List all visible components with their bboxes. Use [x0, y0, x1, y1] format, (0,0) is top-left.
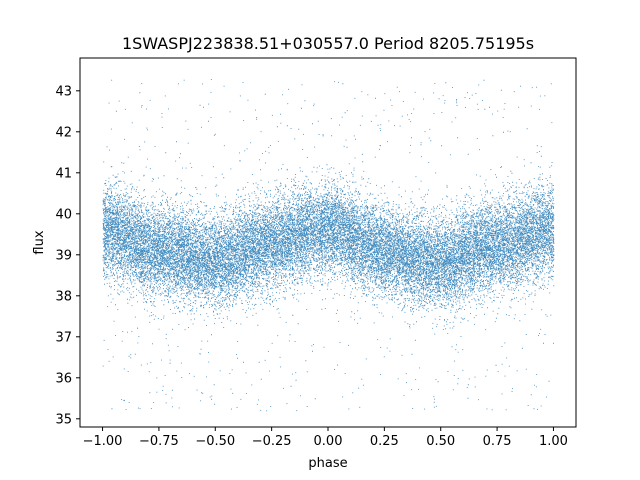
- x-axis-label: phase: [308, 456, 347, 471]
- y-axis: 35 36 37 38 39 40 41 42 43: [55, 84, 80, 427]
- x-tick-label: −1.00: [83, 434, 123, 449]
- y-tick-label: 39: [55, 248, 72, 263]
- x-tick-label: 0.25: [370, 434, 399, 449]
- y-tick-label: 43: [55, 84, 72, 99]
- y-tick-label: 37: [55, 330, 72, 345]
- x-tick-label: 1.00: [539, 434, 568, 449]
- chart-title: 1SWASPJ223838.51+030557.0 Period 8205.75…: [122, 34, 534, 53]
- x-tick-label: 0.75: [483, 434, 512, 449]
- y-tick-label: 36: [55, 371, 72, 386]
- x-tick-label: −0.50: [195, 434, 235, 449]
- x-axis: −1.00 −0.75 −0.50 −0.25 0.00 0.25 0.50 0.75 1.00: [83, 427, 568, 449]
- y-tick-label: 38: [55, 289, 72, 304]
- y-axis-label: flux: [32, 230, 47, 254]
- y-tick-label: 40: [55, 207, 72, 222]
- scatter-points: [102, 79, 555, 412]
- x-tick-label: −0.75: [139, 434, 179, 449]
- y-tick-label: 41: [55, 166, 72, 181]
- x-tick-label: −0.25: [252, 434, 292, 449]
- x-tick-label: 0.50: [426, 434, 455, 449]
- data-points: [102, 79, 555, 412]
- y-tick-label: 42: [55, 125, 72, 140]
- x-tick-label: 0.00: [314, 434, 343, 449]
- y-tick-label: 35: [55, 412, 72, 427]
